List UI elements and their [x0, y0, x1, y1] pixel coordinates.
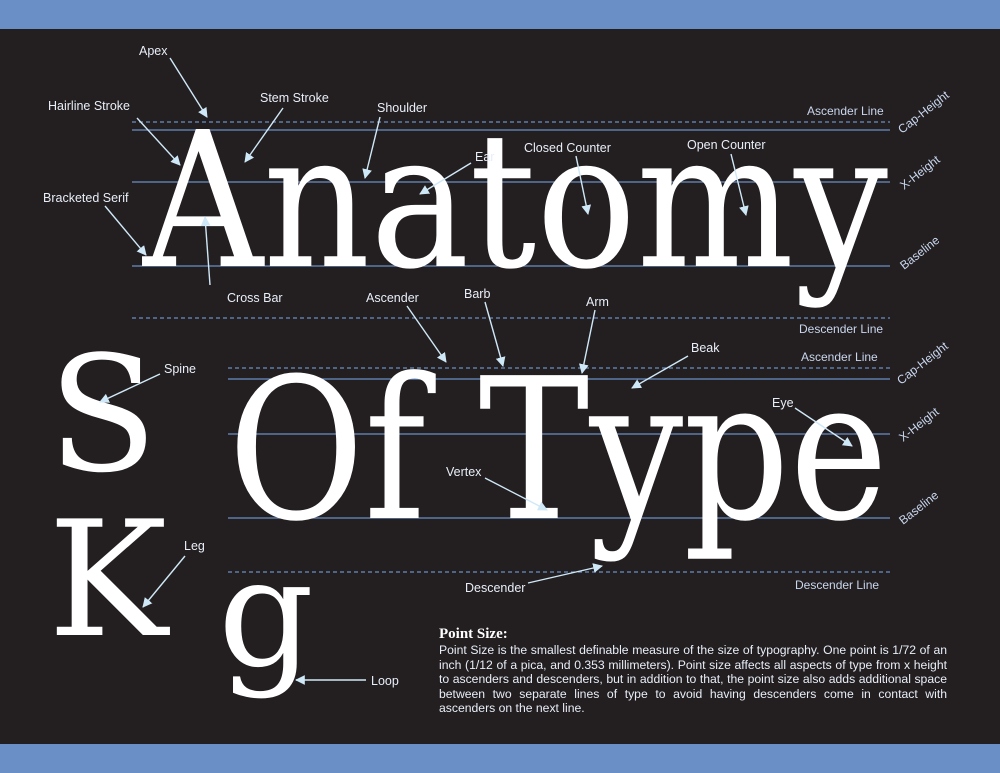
- headline-anatomy: Anatomy: [141, 92, 888, 311]
- label-spine: Spine: [164, 362, 196, 376]
- label-vertex: Vertex: [446, 465, 482, 479]
- spine-leader: [99, 373, 161, 403]
- label-loop: Loop: [371, 674, 399, 688]
- lower-baseline-label: Baseline: [896, 488, 941, 528]
- upper-cap-height-label: Cap-Height: [895, 88, 952, 137]
- dark-panel: [0, 29, 1000, 744]
- upper-descender-line-label: Descender Line: [799, 322, 883, 336]
- barb-leader: [484, 301, 506, 367]
- hairline-stroke-leader: [136, 117, 181, 166]
- upper-baseline-label: Baseline: [897, 233, 942, 273]
- stem-stroke-leader: [244, 107, 284, 163]
- point-size-note: Point Size: Point Size is the smallest d…: [439, 625, 947, 716]
- upper-guide-lines: [132, 121, 890, 319]
- upper-ascender-line-label: Ascender Line: [807, 104, 884, 118]
- label-ascender: Ascender: [366, 291, 419, 305]
- upper-x-height-label: X-Height: [897, 152, 943, 192]
- descender-leader: [527, 563, 603, 584]
- label-leg: Leg: [184, 539, 205, 553]
- shoulder-leader: [362, 116, 381, 179]
- top-band: [0, 0, 1000, 29]
- label-stem-stroke: Stem Stroke: [260, 91, 329, 105]
- label-ear: Ear: [475, 150, 494, 164]
- label-eye: Eye: [772, 396, 794, 410]
- lower-guide-lines: [228, 367, 890, 573]
- leg-leader: [142, 555, 186, 608]
- vertex-leader: [484, 477, 548, 511]
- specimen-g: g: [218, 527, 314, 701]
- lower-descender-line-label: Descender Line: [795, 578, 879, 592]
- note-body: Point Size is the smallest definable mea…: [439, 643, 947, 716]
- lower-ascender-line-label: Ascender Line: [801, 350, 878, 364]
- open-counter-leader: [730, 153, 749, 216]
- label-arm: Arm: [586, 295, 609, 309]
- callout-labels: Apex Hairline Stroke Stem Stroke Shoulde…: [43, 44, 794, 688]
- specimen-k: K: [48, 486, 170, 673]
- label-descender: Descender: [465, 581, 525, 595]
- apex-leader: [169, 57, 208, 118]
- label-bracketed-serif: Bracketed Serif: [43, 191, 129, 205]
- specimen-s: S: [48, 321, 158, 508]
- eye-leader: [794, 407, 853, 447]
- label-barb: Barb: [464, 287, 490, 301]
- label-hairline-stroke: Hairline Stroke: [48, 99, 130, 113]
- lower-cap-height-label: Cap-Height: [894, 339, 951, 388]
- bracketed-serif-leader: [104, 205, 147, 256]
- label-open-counter: Open Counter: [687, 138, 766, 152]
- beak-leader: [631, 355, 689, 389]
- label-apex: Apex: [139, 44, 168, 58]
- label-closed-counter: Closed Counter: [524, 141, 611, 155]
- cross-bar-leader: [200, 216, 211, 286]
- lower-x-height-label: X-Height: [896, 404, 942, 444]
- ascender-leader: [406, 305, 447, 363]
- label-shoulder: Shoulder: [377, 101, 427, 115]
- label-cross-bar: Cross Bar: [227, 291, 283, 305]
- ear-leader: [419, 162, 472, 195]
- bottom-band: [0, 744, 1000, 773]
- leader-arrows: [99, 57, 853, 685]
- label-beak: Beak: [691, 341, 720, 355]
- closed-counter-leader: [575, 155, 592, 215]
- note-title: Point Size:: [439, 626, 508, 642]
- headline-of-type: Of Type: [228, 337, 888, 565]
- arm-leader: [578, 309, 596, 374]
